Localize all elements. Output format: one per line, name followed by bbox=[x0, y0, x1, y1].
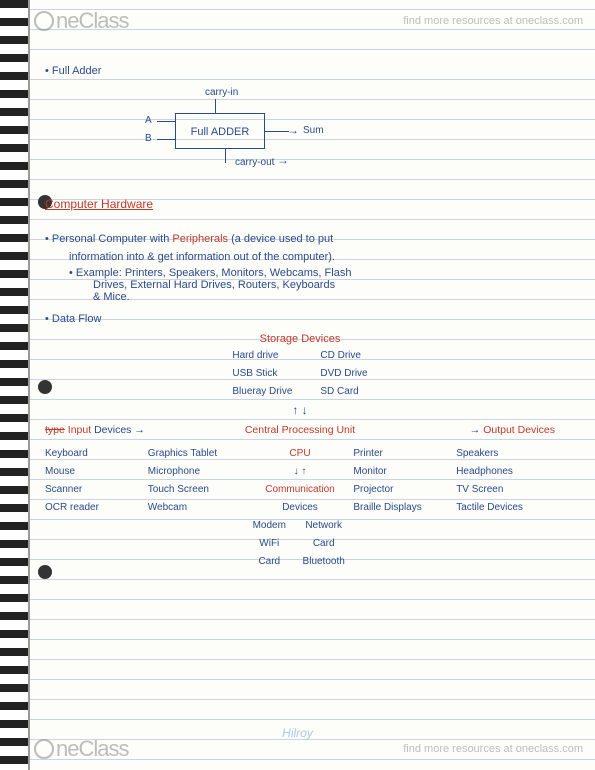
list-item: Touch Screen bbox=[148, 481, 247, 499]
list-item: SD Card bbox=[320, 383, 367, 401]
list-item: CD Drive bbox=[320, 347, 367, 365]
arrow-right-icon: → bbox=[134, 424, 145, 436]
down-up-arrows-icon: ↓ ↑ bbox=[251, 463, 350, 481]
logo-circle-icon bbox=[34, 739, 54, 759]
sum-label: Sum bbox=[303, 125, 324, 136]
watermark-top: neClass find more resources at oneclass.… bbox=[30, 4, 595, 38]
list-item: Tactile Devices bbox=[456, 499, 555, 517]
logo-text: neClass bbox=[56, 736, 128, 762]
list-item: Projector bbox=[353, 481, 452, 499]
list-item: Microphone bbox=[148, 463, 247, 481]
comm-col-1: Modem WiFi Card bbox=[251, 517, 288, 571]
watermark-link: find more resources at oneclass.com bbox=[403, 15, 583, 27]
list-item: Keyboard bbox=[45, 445, 144, 463]
output-label: Output Devices bbox=[483, 424, 555, 436]
periph-line2: information into & get information out o… bbox=[69, 251, 555, 263]
peripherals-keyword: Peripherals bbox=[172, 233, 228, 245]
list-item: Monitor bbox=[353, 463, 452, 481]
dataflow-bullet: • Data Flow bbox=[45, 313, 555, 325]
devices-grid: Keyboard Mouse Scanner OCR reader Graphi… bbox=[45, 445, 555, 571]
dataflow-label: Data Flow bbox=[52, 313, 102, 325]
list-item: DVD Drive bbox=[320, 365, 367, 383]
input-col-2: Graphics Tablet Microphone Touch Screen … bbox=[148, 445, 247, 571]
storage-block: Storage Devices Hard drive USB Stick Blu… bbox=[45, 333, 555, 417]
list-item: Hard drive bbox=[232, 347, 292, 365]
list-item: Braille Displays bbox=[353, 499, 452, 517]
list-item: Webcam bbox=[148, 499, 247, 517]
logo-text: neClass bbox=[56, 8, 128, 34]
arrow-right-icon: → bbox=[287, 123, 299, 137]
input-col-1: Keyboard Mouse Scanner OCR reader bbox=[45, 445, 144, 571]
carry-out-label: carry-out bbox=[235, 157, 274, 168]
input-devices-header: type Input Devices → bbox=[45, 421, 212, 439]
full-adder-heading: • Full Adder bbox=[45, 65, 555, 77]
watermark-bottom: neClass find more resources at oneclass.… bbox=[30, 732, 595, 766]
list-item: Speakers bbox=[456, 445, 555, 463]
up-down-arrows-icon: ↑ ↓ bbox=[45, 403, 555, 417]
devices-word: Devices bbox=[282, 502, 318, 513]
input-label: Input bbox=[68, 424, 91, 436]
list-item: Printer bbox=[353, 445, 452, 463]
periph-text: Personal Computer with bbox=[52, 233, 172, 245]
list-item: Mouse bbox=[45, 463, 144, 481]
example-label: Example: bbox=[76, 267, 122, 279]
adder-box: Full ADDER bbox=[175, 113, 265, 149]
devices-word: Devices bbox=[94, 424, 131, 436]
input-a-label: A bbox=[145, 115, 152, 126]
comm-header: Communication Devices bbox=[251, 481, 350, 517]
spiral-binding bbox=[0, 0, 30, 770]
cpu-header: Central Processing Unit bbox=[216, 421, 383, 439]
storage-title: Storage Devices bbox=[45, 333, 555, 345]
example-line: • Example: Printers, Speakers, Monitors,… bbox=[69, 267, 555, 279]
list-item: Scanner bbox=[45, 481, 144, 499]
arrow-right-icon: → bbox=[277, 153, 289, 167]
arrow-right-icon: → bbox=[470, 424, 481, 436]
input-b-label: B bbox=[145, 133, 152, 144]
storage-right-col: CD Drive DVD Drive SD Card bbox=[320, 347, 367, 401]
list-item: Graphics Tablet bbox=[148, 445, 247, 463]
list-item: Network Card bbox=[298, 517, 349, 553]
notes-content: • Full Adder carry-in A B Full ADDER → S… bbox=[45, 65, 555, 571]
cpu-word: CPU bbox=[251, 445, 350, 463]
oneclass-logo: neClass bbox=[34, 8, 128, 34]
comm-label: Communication bbox=[265, 484, 334, 495]
list-item: Bluetooth bbox=[298, 553, 349, 571]
list-item: Modem bbox=[251, 517, 288, 535]
list-item: OCR reader bbox=[45, 499, 144, 517]
output-col-2: Speakers Headphones TV Screen Tactile De… bbox=[456, 445, 555, 571]
peripherals-bullet: • Personal Computer with Peripherals (a … bbox=[45, 233, 555, 245]
carry-in-label: carry-in bbox=[205, 87, 238, 98]
list-item: WiFi Card bbox=[251, 535, 288, 571]
device-headers-row: type Input Devices → Central Processing … bbox=[45, 421, 555, 441]
output-col-1: Printer Monitor Projector Braille Displa… bbox=[353, 445, 452, 571]
comm-col-2: Network Card Bluetooth bbox=[298, 517, 349, 571]
list-item: Headphones bbox=[456, 463, 555, 481]
full-adder-heading-text: Full Adder bbox=[52, 65, 102, 77]
list-item: Blueray Drive bbox=[232, 383, 292, 401]
example-text: Printers, Speakers, Monitors, Webcams, F… bbox=[122, 267, 352, 279]
list-item: USB Stick bbox=[232, 365, 292, 383]
full-adder-diagram: carry-in A B Full ADDER → Sum carry-out … bbox=[115, 85, 375, 175]
watermark-link: find more resources at oneclass.com bbox=[403, 743, 583, 755]
periph-text: (a device used to put bbox=[228, 233, 333, 245]
list-item: TV Screen bbox=[456, 481, 555, 499]
storage-left-col: Hard drive USB Stick Blueray Drive bbox=[232, 347, 292, 401]
center-col: CPU ↓ ↑ Communication Devices Modem WiFi… bbox=[251, 445, 350, 571]
hardware-section-title: Computer Hardware bbox=[45, 197, 153, 211]
output-devices-header: → Output Devices bbox=[388, 421, 555, 439]
logo-circle-icon bbox=[34, 11, 54, 31]
example-line2: Drives, External Hard Drives, Routers, K… bbox=[93, 279, 555, 291]
oneclass-logo: neClass bbox=[34, 736, 128, 762]
example-line3: & Mice. bbox=[93, 291, 555, 303]
struck-word: type bbox=[45, 424, 65, 436]
